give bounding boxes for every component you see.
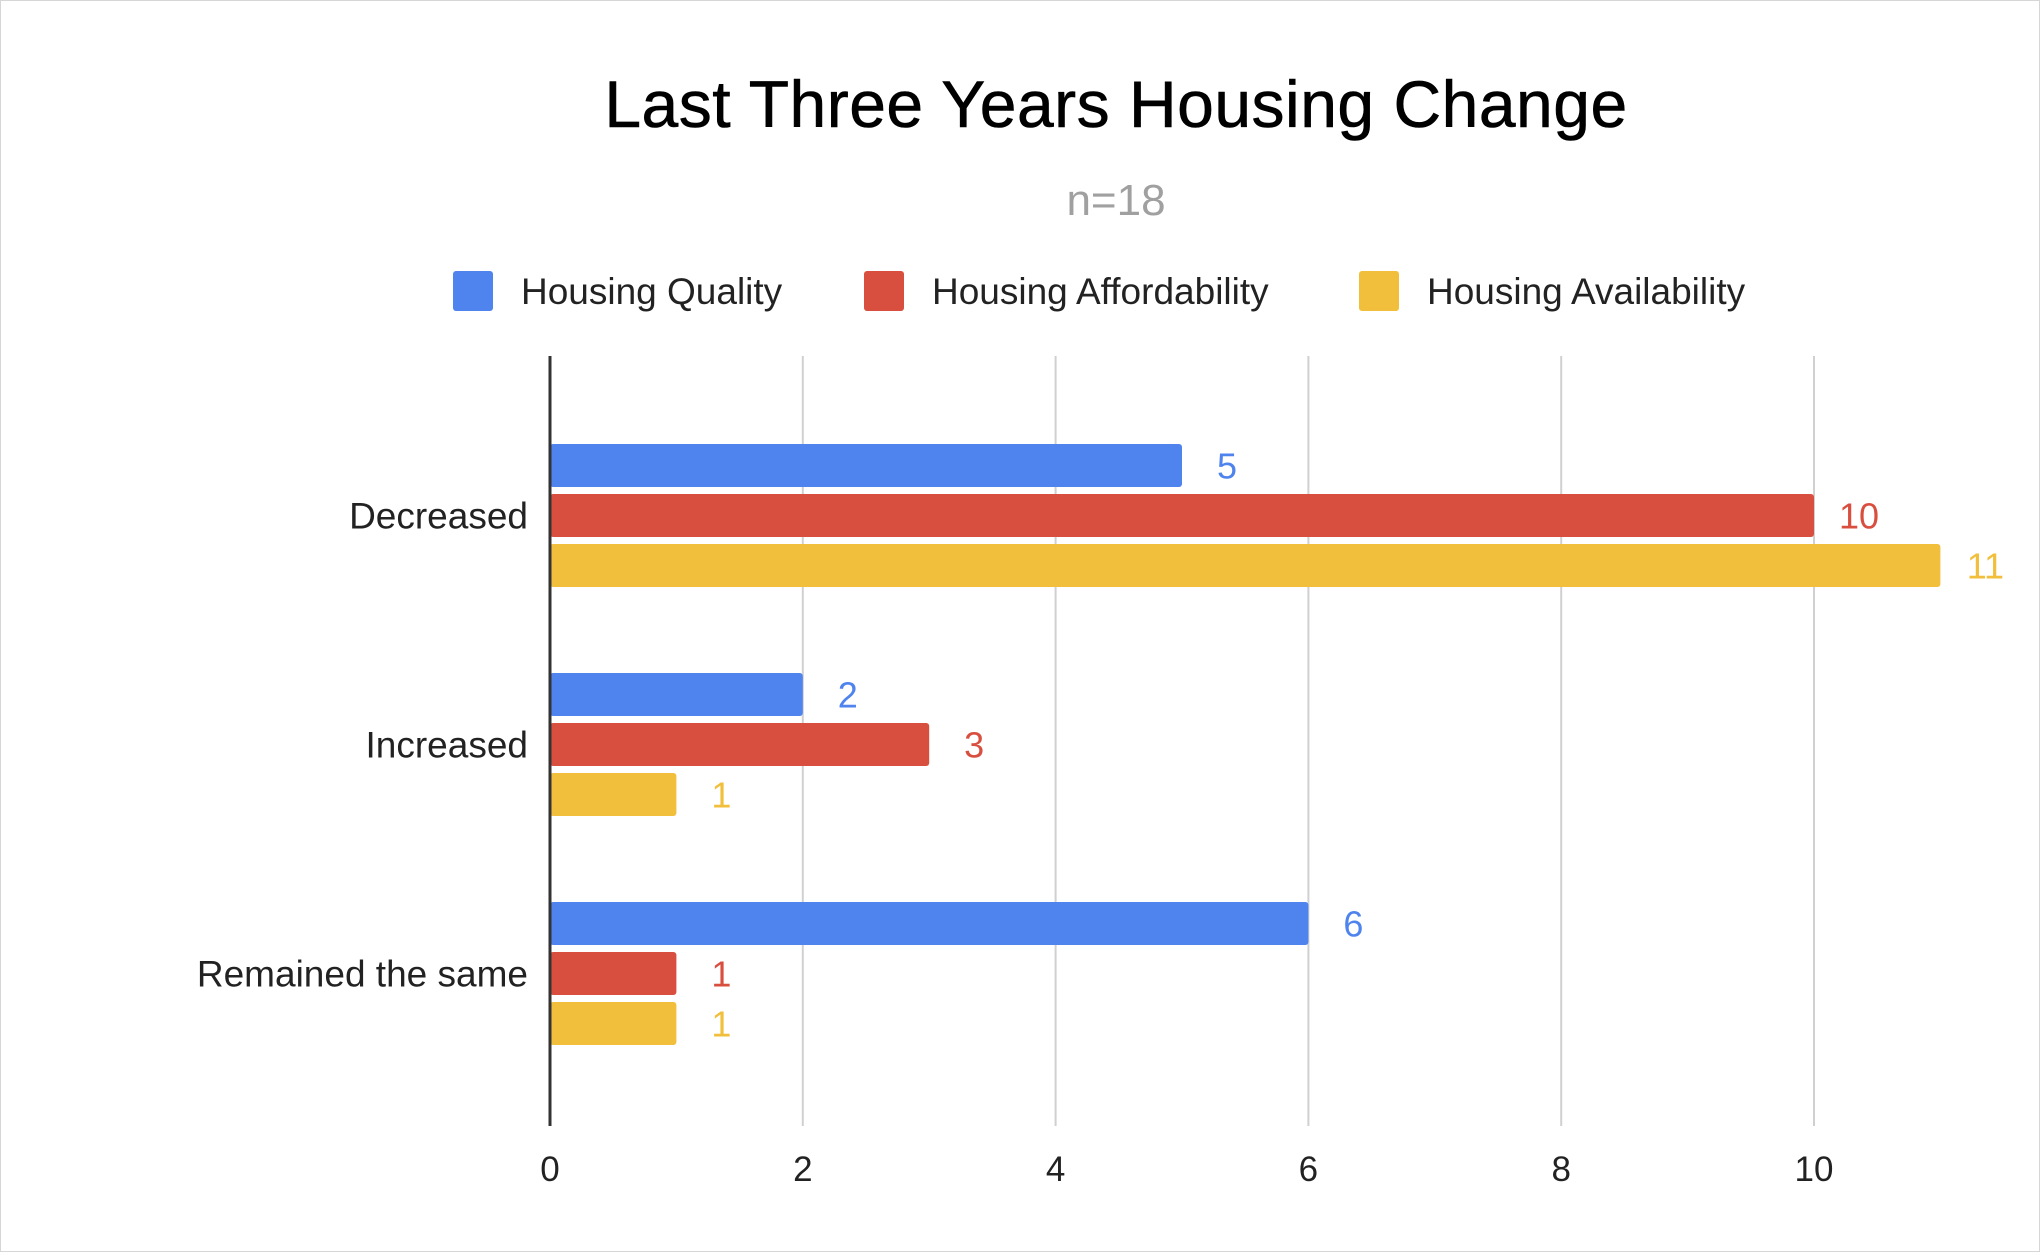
data-label-remained-the-same-housing-affordability: 1 bbox=[711, 954, 731, 995]
data-label-decreased-housing-affordability: 10 bbox=[1839, 496, 1879, 537]
bars bbox=[550, 444, 1941, 1045]
x-tick-label-2: 2 bbox=[793, 1150, 812, 1189]
bar-decreased-housing-quality bbox=[550, 444, 1182, 487]
x-tick-labels: 0 2 4 6 8 10 bbox=[540, 1150, 1833, 1189]
legend-swatch-housing-quality bbox=[453, 271, 493, 311]
x-tick-label-0: 0 bbox=[540, 1150, 559, 1189]
x-tick-label-4: 4 bbox=[1046, 1150, 1065, 1189]
data-label-increased-housing-affordability: 3 bbox=[964, 725, 984, 766]
legend-swatch-housing-affordability bbox=[864, 271, 904, 311]
chart-subtitle: n=18 bbox=[1066, 176, 1166, 225]
chart-title: Last Three Years Housing Change bbox=[604, 67, 1628, 142]
bar-remained-the-same-housing-availability bbox=[550, 1002, 677, 1045]
x-tick-label-8: 8 bbox=[1551, 1150, 1570, 1189]
category-label-increased: Increased bbox=[366, 725, 529, 766]
x-tick-label-6: 6 bbox=[1299, 1150, 1318, 1189]
legend: Housing Quality Housing Affordability Hous… bbox=[453, 271, 1746, 312]
data-label-remained-the-same-housing-quality: 6 bbox=[1343, 904, 1363, 945]
bar-remained-the-same-housing-affordability bbox=[550, 952, 677, 995]
category-label-decreased: Decreased bbox=[349, 496, 528, 537]
bar-decreased-housing-affordability bbox=[550, 494, 1814, 537]
legend-swatch-housing-availability bbox=[1359, 271, 1399, 311]
bar-increased-housing-availability bbox=[550, 773, 677, 816]
x-tick-label-10: 10 bbox=[1795, 1150, 1834, 1189]
data-label-increased-housing-quality: 2 bbox=[838, 675, 858, 716]
category-label-remained-the-same: Remained the same bbox=[197, 954, 528, 995]
bar-increased-housing-quality bbox=[550, 673, 803, 716]
data-label-remained-the-same-housing-availability: 1 bbox=[711, 1004, 731, 1045]
bar-remained-the-same-housing-quality bbox=[550, 902, 1309, 945]
legend-label-housing-affordability: Housing Affordability bbox=[932, 271, 1269, 312]
data-label-decreased-housing-availability: 11 bbox=[1967, 546, 2004, 587]
legend-label-housing-availability: Housing Availability bbox=[1427, 271, 1746, 312]
bar-increased-housing-affordability bbox=[550, 723, 930, 766]
bar-decreased-housing-availability bbox=[550, 544, 1941, 587]
data-label-decreased-housing-quality: 5 bbox=[1217, 446, 1237, 487]
category-labels: Decreased Increased Remained the same bbox=[197, 496, 528, 995]
legend-label-housing-quality: Housing Quality bbox=[521, 271, 783, 312]
data-label-increased-housing-availability: 1 bbox=[711, 775, 731, 816]
